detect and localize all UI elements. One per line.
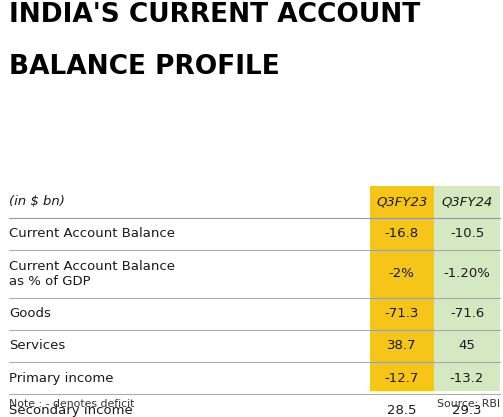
Text: -10.5: -10.5 — [450, 227, 484, 240]
Text: Primary income: Primary income — [9, 372, 114, 384]
Text: Current Account Balance: Current Account Balance — [9, 227, 175, 240]
Text: 45: 45 — [459, 339, 475, 352]
Text: Q3FY24: Q3FY24 — [442, 195, 492, 208]
Text: Source: RBI: Source: RBI — [438, 399, 500, 409]
Text: Services: Services — [9, 339, 65, 352]
Text: -16.8: -16.8 — [385, 227, 418, 240]
Text: 28.5: 28.5 — [387, 404, 416, 417]
Text: Goods: Goods — [9, 307, 51, 320]
Text: Note : - denotes deficit: Note : - denotes deficit — [9, 399, 134, 409]
Text: -1.20%: -1.20% — [444, 267, 490, 280]
Text: -13.2: -13.2 — [450, 372, 484, 384]
Text: INDIA'S CURRENT ACCOUNT: INDIA'S CURRENT ACCOUNT — [9, 2, 421, 28]
Text: -2%: -2% — [389, 267, 414, 280]
Text: (in $ bn): (in $ bn) — [9, 195, 65, 208]
Text: Current Account Balance
as % of GDP: Current Account Balance as % of GDP — [9, 260, 175, 288]
Text: Secondary income: Secondary income — [9, 404, 133, 417]
Text: 29.3: 29.3 — [452, 404, 482, 417]
Text: Q3FY23: Q3FY23 — [376, 195, 427, 208]
Text: -71.6: -71.6 — [450, 307, 484, 320]
Text: BALANCE PROFILE: BALANCE PROFILE — [9, 54, 280, 80]
Text: 38.7: 38.7 — [387, 339, 416, 352]
Text: -71.3: -71.3 — [384, 307, 419, 320]
Text: -12.7: -12.7 — [384, 372, 419, 384]
